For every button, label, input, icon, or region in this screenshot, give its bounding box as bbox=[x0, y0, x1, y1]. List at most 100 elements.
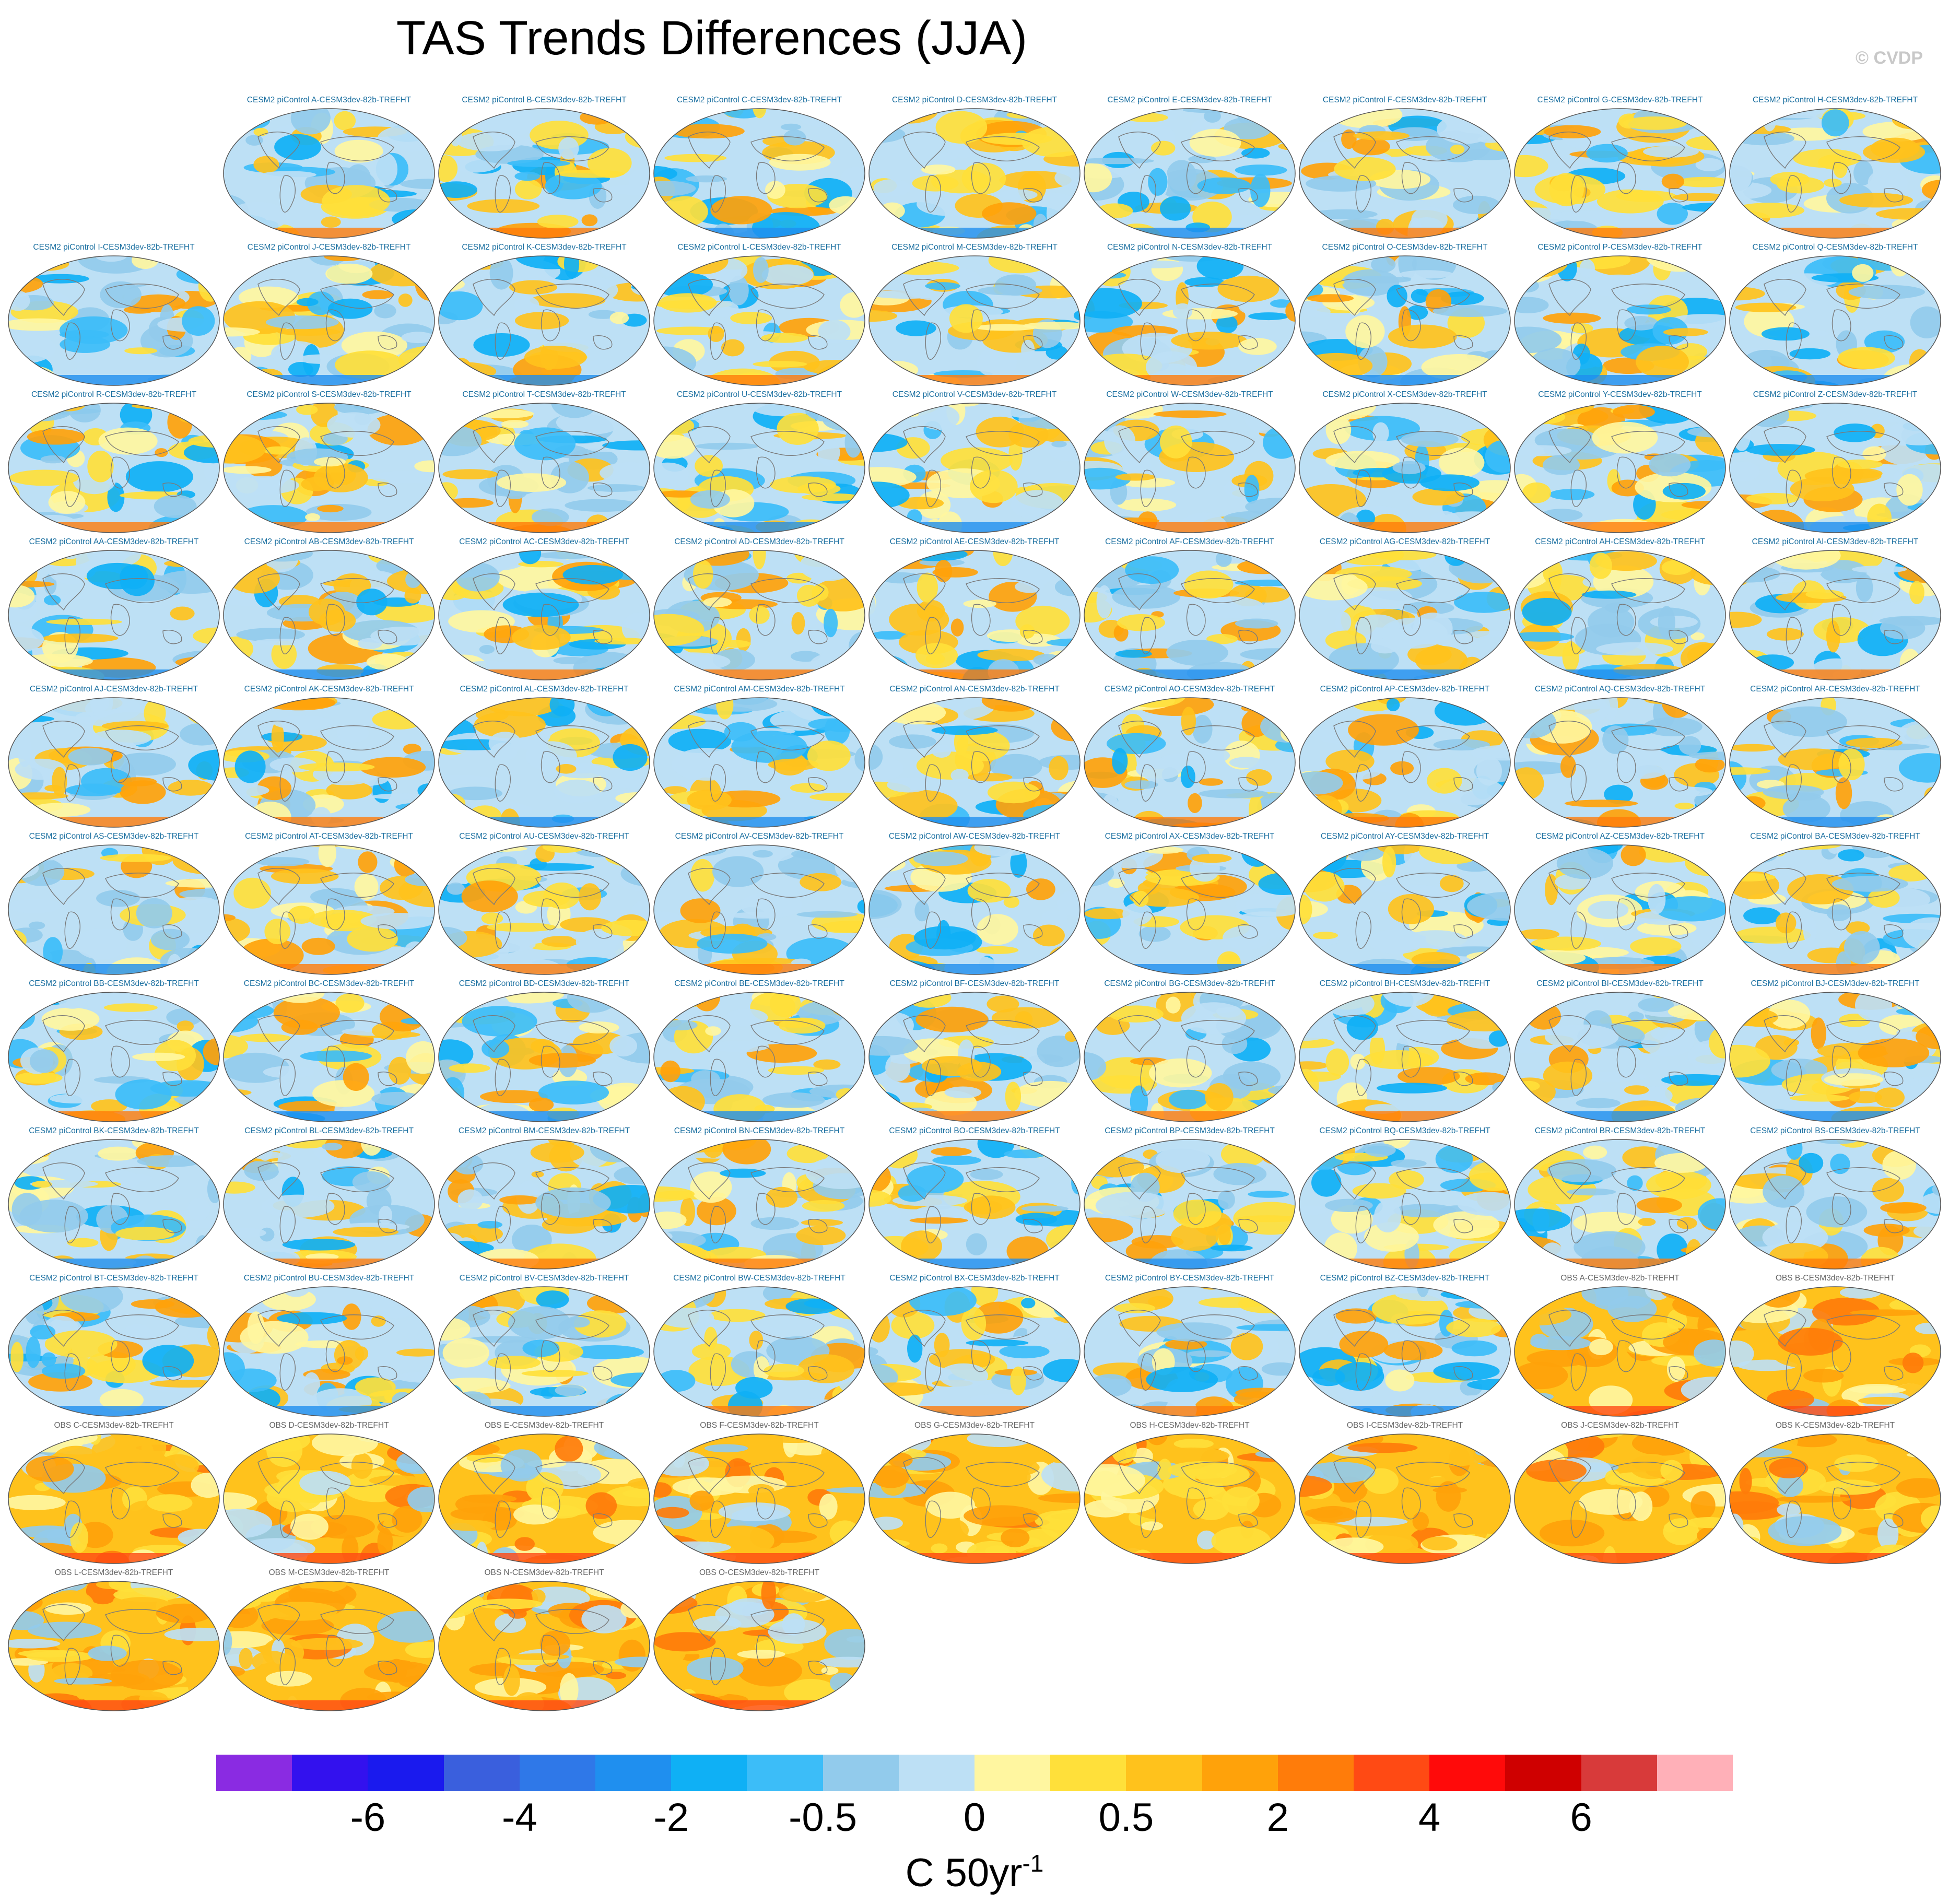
coastline bbox=[688, 426, 731, 464]
trend-region bbox=[818, 439, 840, 466]
trend-region bbox=[414, 460, 435, 473]
coastline bbox=[1548, 279, 1591, 316]
global-map bbox=[653, 108, 865, 239]
coastline bbox=[750, 873, 825, 898]
trend-region bbox=[654, 319, 690, 342]
map-border bbox=[1514, 992, 1726, 1122]
trend-region bbox=[441, 1077, 465, 1109]
trend-region bbox=[273, 996, 340, 1029]
trend-region bbox=[840, 292, 865, 318]
coastline bbox=[688, 1015, 731, 1053]
panel-title: CESM2 piControl BC-CESM3dev-82b-TREFHT bbox=[243, 979, 415, 988]
trend-region bbox=[313, 457, 346, 467]
trend-region bbox=[809, 653, 854, 679]
map-panel: OBS F-CESM3dev-82b-TREFHT bbox=[652, 1420, 867, 1568]
trend-region bbox=[1145, 351, 1197, 383]
map-panel: CESM2 piControl F-CESM3dev-82b-TREFHT bbox=[1297, 95, 1512, 242]
trend-region bbox=[977, 649, 1045, 662]
coastline bbox=[1401, 162, 1421, 194]
southern-band bbox=[224, 228, 435, 238]
trend-region bbox=[1023, 1529, 1059, 1546]
trend-region bbox=[987, 781, 1040, 804]
trend-region bbox=[10, 1342, 24, 1372]
trend-region bbox=[977, 914, 1018, 945]
trend-region bbox=[1169, 1089, 1208, 1110]
trend-region bbox=[131, 294, 186, 312]
coastline bbox=[325, 456, 345, 489]
coastline bbox=[593, 924, 613, 939]
coastline bbox=[1764, 132, 1806, 169]
map-panel: CESM2 piControl AJ-CESM3dev-82b-TREFHT bbox=[6, 684, 221, 831]
trend-region bbox=[88, 1169, 140, 1192]
southern-band bbox=[1084, 1406, 1295, 1416]
trend-region bbox=[188, 749, 219, 781]
trend-region bbox=[334, 1340, 364, 1370]
trend-region bbox=[406, 1041, 435, 1074]
global-map bbox=[1299, 403, 1511, 533]
trend-region bbox=[1089, 1075, 1157, 1094]
map-panel: CESM2 piControl J-CESM3dev-82b-TREFHT bbox=[221, 242, 437, 390]
panel-title: CESM2 piControl L-CESM3dev-82b-TREFHT bbox=[677, 243, 841, 252]
trend-region bbox=[654, 462, 689, 487]
trend-region bbox=[796, 911, 858, 918]
trend-region bbox=[654, 166, 677, 182]
trend-region bbox=[1907, 258, 1931, 280]
map-border bbox=[1514, 403, 1726, 533]
southern-band bbox=[1299, 1553, 1510, 1564]
panel-title: CESM2 piControl V-CESM3dev-82b-TREFHT bbox=[892, 390, 1057, 399]
trend-region bbox=[369, 1475, 424, 1486]
trend-region bbox=[277, 328, 341, 336]
trend-region bbox=[705, 1026, 721, 1036]
trend-region bbox=[808, 718, 854, 731]
trend-region bbox=[1146, 1367, 1218, 1392]
trend-region bbox=[1514, 706, 1556, 739]
coastline bbox=[1786, 1059, 1802, 1096]
trend-region bbox=[449, 1548, 465, 1562]
trend-region bbox=[406, 961, 435, 974]
coastline bbox=[1140, 764, 1156, 802]
coastline bbox=[541, 751, 560, 783]
trend-region bbox=[1307, 294, 1354, 302]
coastline bbox=[110, 898, 130, 931]
trend-region bbox=[1339, 1331, 1389, 1358]
coastline bbox=[541, 456, 560, 489]
trend-region bbox=[885, 1401, 907, 1415]
trend-region bbox=[896, 320, 936, 336]
trend-region bbox=[1433, 1362, 1500, 1381]
panel-title: OBS C-CESM3dev-82b-TREFHT bbox=[54, 1421, 174, 1430]
trend-region bbox=[663, 786, 687, 794]
trend-region bbox=[514, 171, 540, 181]
southern-band bbox=[654, 1111, 865, 1122]
coastline bbox=[473, 1015, 515, 1053]
trend-region bbox=[1730, 714, 1750, 747]
coastline bbox=[1453, 1513, 1473, 1528]
trend-region bbox=[1117, 498, 1177, 512]
trend-region bbox=[1089, 1374, 1132, 1397]
map-border bbox=[438, 550, 650, 680]
trend-region bbox=[1133, 890, 1149, 907]
trend-region bbox=[1730, 1374, 1751, 1382]
panel-title: CESM2 piControl AI-CESM3dev-82b-TREFHT bbox=[1752, 537, 1919, 546]
trend-region bbox=[804, 360, 865, 375]
trend-region bbox=[554, 779, 600, 803]
trend-region bbox=[362, 290, 393, 300]
trend-region bbox=[600, 462, 650, 484]
coastline bbox=[756, 1045, 776, 1078]
coastline bbox=[1548, 132, 1591, 169]
trend-region bbox=[833, 1139, 865, 1157]
coastline bbox=[1181, 725, 1255, 750]
trend-region bbox=[818, 320, 851, 344]
map-border bbox=[223, 697, 435, 828]
trend-region bbox=[607, 1287, 632, 1292]
map-border bbox=[8, 697, 220, 828]
map-border bbox=[1729, 1139, 1941, 1270]
coastline bbox=[1669, 1366, 1688, 1381]
southern-band bbox=[8, 1406, 219, 1416]
trend-region bbox=[1433, 1487, 1467, 1494]
trend-region bbox=[371, 1315, 386, 1327]
coastline bbox=[279, 1500, 296, 1538]
map-panel: CESM2 piControl AW-CESM3dev-82b-TREFHT bbox=[867, 831, 1082, 979]
trend-region bbox=[629, 168, 650, 193]
trend-region bbox=[1035, 1510, 1080, 1531]
coastline bbox=[42, 721, 85, 758]
